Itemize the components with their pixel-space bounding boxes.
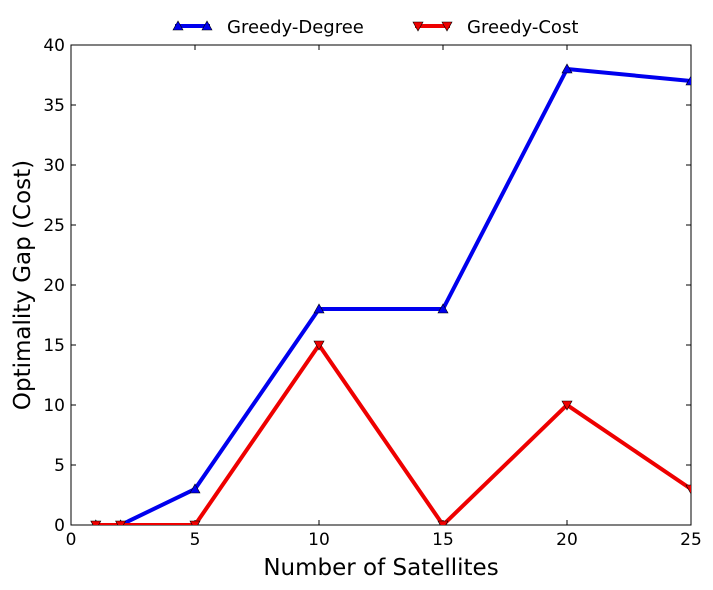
y-tick-label: 5 <box>54 456 65 476</box>
x-axis-label: Number of Satellites <box>263 555 498 581</box>
y-axis-label: Optimality Gap (Cost) <box>10 160 36 410</box>
series-group <box>90 340 691 525</box>
legend-label: Greedy-Degree <box>227 17 364 38</box>
y-tick-label: 0 <box>54 516 65 536</box>
x-tick-label: 25 <box>680 530 702 550</box>
y-tick-label: 35 <box>43 96 65 116</box>
legend-marker <box>441 21 453 32</box>
x-tick-label: 5 <box>190 530 201 550</box>
x-tick-label: 10 <box>308 530 330 550</box>
y-tick-label: 10 <box>43 396 65 416</box>
x-tick-label: 0 <box>66 530 77 550</box>
legend-marker <box>172 20 184 31</box>
data-point <box>90 520 102 525</box>
data-point <box>115 520 127 525</box>
x-tick-label: 15 <box>432 530 454 550</box>
plot-area <box>70 44 692 526</box>
y-tick-label: 30 <box>43 156 65 176</box>
axis-ticks: 0 5 10 15 20 25 0 5 10 15 20 25 30 35 40 <box>43 36 701 550</box>
legend-label: Greedy-Cost <box>467 17 578 38</box>
x-tick-label: 20 <box>556 530 578 550</box>
legend: Greedy-Degree Greedy-Cost <box>172 17 578 38</box>
data-point <box>561 400 573 411</box>
series-layer <box>90 63 691 525</box>
data-point <box>313 303 325 314</box>
y-tick-label: 15 <box>43 336 65 356</box>
data-point <box>313 340 325 351</box>
data-point <box>189 483 201 494</box>
y-tick-label: 25 <box>43 216 65 236</box>
data-point <box>189 520 201 525</box>
legend-marker <box>201 20 213 31</box>
y-tick-label: 40 <box>43 36 65 56</box>
data-point <box>685 75 691 86</box>
data-point <box>685 484 691 495</box>
data-point <box>437 303 449 314</box>
data-point <box>437 520 449 525</box>
data-point <box>561 63 573 74</box>
legend-marker <box>412 21 424 32</box>
y-tick-label: 20 <box>43 276 65 296</box>
